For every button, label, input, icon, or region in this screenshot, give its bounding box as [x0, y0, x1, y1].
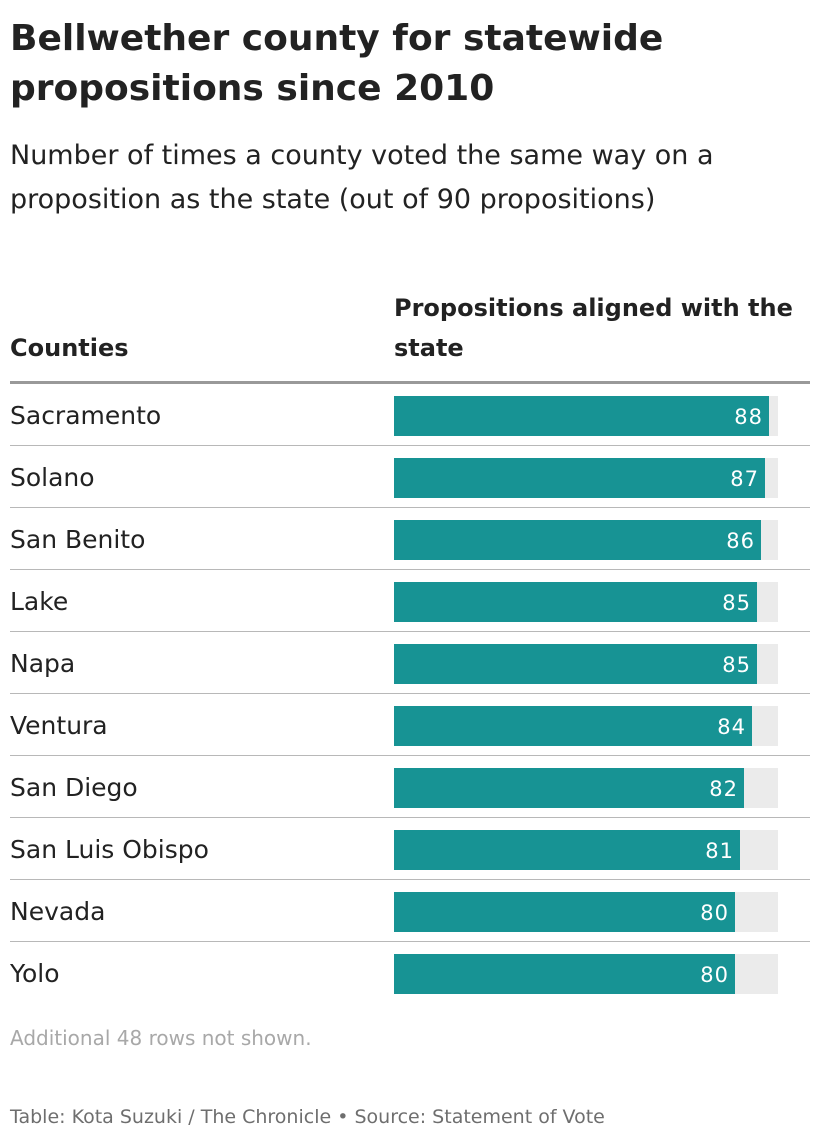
chart-title: Bellwether county for statewide proposit… [10, 18, 664, 109]
value-bar: 81 [394, 830, 740, 870]
footer-credit: Table: Kota Suzuki / The Chronicle [10, 1106, 332, 1128]
value-label: 84 [717, 715, 746, 739]
table-row[interactable]: Ventura 84 [10, 694, 810, 756]
value-bar: 85 [394, 644, 757, 684]
county-name: Napa [10, 649, 76, 678]
county-name: Lake [10, 587, 69, 616]
table-row[interactable]: Sacramento 88 [10, 384, 810, 446]
table-row[interactable]: Lake 85 [10, 570, 810, 632]
bar-track: 82 [394, 768, 778, 808]
value-bar: 85 [394, 582, 757, 622]
table-row[interactable]: Yolo 80 [10, 942, 810, 1004]
chart-subtitle: Number of times a county voted the same … [10, 140, 714, 215]
column-header-propositions[interactable]: Propositions aligned with the state [394, 294, 793, 362]
value-label: 85 [722, 653, 751, 677]
value-label: 88 [734, 405, 763, 429]
bar-track: 85 [394, 582, 778, 622]
table-row[interactable]: San Luis Obispo 81 [10, 818, 810, 880]
value-label: 80 [700, 901, 729, 925]
table-row[interactable]: Nevada 80 [10, 880, 810, 942]
rows-not-shown-note: Additional 48 rows not shown. [10, 1026, 312, 1050]
value-bar: 80 [394, 954, 735, 994]
table-body: Sacramento 88 Solano 87 San Benito 86 Lake 85 Na… [10, 384, 810, 1004]
bar-track: 85 [394, 644, 778, 684]
value-bar: 80 [394, 892, 735, 932]
value-label: 80 [700, 963, 729, 987]
value-label: 82 [709, 777, 738, 801]
county-name: San Benito [10, 525, 146, 554]
county-name: Sacramento [10, 401, 162, 430]
bar-track: 80 [394, 892, 778, 932]
value-bar: 84 [394, 706, 752, 746]
table-row[interactable]: San Diego 82 [10, 756, 810, 818]
value-bar: 82 [394, 768, 744, 808]
bar-track: 86 [394, 520, 778, 560]
bar-track: 87 [394, 458, 778, 498]
column-header-counties[interactable]: Counties [10, 334, 129, 362]
value-bar: 86 [394, 520, 761, 560]
bar-track: 80 [394, 954, 778, 994]
value-label: 86 [726, 529, 755, 553]
bar-track: 88 [394, 396, 778, 436]
county-name: Nevada [10, 897, 106, 926]
table-row[interactable]: Napa 85 [10, 632, 810, 694]
footer-source: Source: Statement of Vote [354, 1106, 605, 1128]
table-row[interactable]: San Benito 86 [10, 508, 810, 570]
bar-track: 81 [394, 830, 778, 870]
county-name: Ventura [10, 711, 108, 740]
county-name: Yolo [10, 959, 60, 988]
table-row[interactable]: Solano 87 [10, 446, 810, 508]
value-bar: 87 [394, 458, 765, 498]
chart-footer: Table: Kota Suzuki / The Chronicle • Sou… [10, 1106, 605, 1128]
value-label: 85 [722, 591, 751, 615]
footer-separator: • [337, 1106, 349, 1128]
value-bar: 88 [394, 396, 769, 436]
value-label: 87 [730, 467, 759, 491]
county-name: Solano [10, 463, 95, 492]
county-name: San Luis Obispo [10, 835, 209, 864]
bar-track: 84 [394, 706, 778, 746]
header-divider [10, 381, 810, 384]
county-name: San Diego [10, 773, 138, 802]
value-label: 81 [705, 839, 734, 863]
